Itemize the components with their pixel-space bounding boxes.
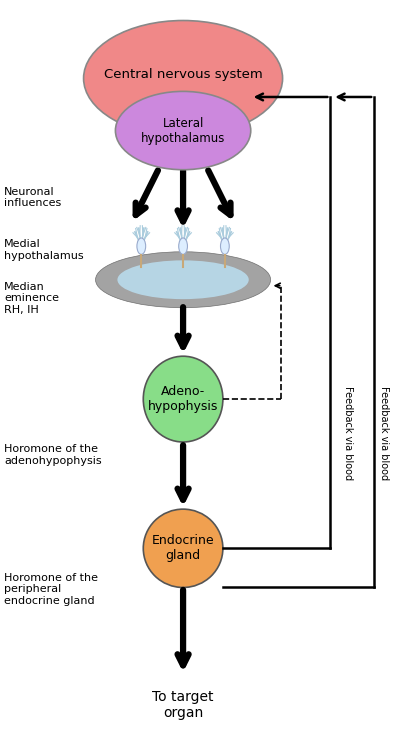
Ellipse shape [220, 238, 229, 254]
Ellipse shape [137, 238, 146, 254]
Ellipse shape [115, 92, 251, 170]
Text: Lateral
hypothalamus: Lateral hypothalamus [141, 116, 225, 145]
Ellipse shape [84, 21, 283, 136]
Text: Medial
hypothalamus: Medial hypothalamus [4, 239, 84, 260]
Text: Horomone of the
peripheral
endocrine gland: Horomone of the peripheral endocrine gla… [4, 573, 98, 606]
Text: Feedback via blood: Feedback via blood [343, 386, 353, 480]
Text: Central nervous system: Central nervous system [104, 68, 262, 81]
Ellipse shape [143, 509, 223, 588]
Text: To target
organ: To target organ [152, 690, 214, 720]
Text: Adeno-
hypophysis: Adeno- hypophysis [148, 385, 218, 413]
Text: Feedback via blood: Feedback via blood [379, 386, 389, 480]
Ellipse shape [96, 251, 271, 307]
Text: Neuronal
influences: Neuronal influences [4, 187, 61, 208]
Text: Median
eminence
RH, IH: Median eminence RH, IH [4, 282, 59, 315]
Ellipse shape [143, 356, 223, 442]
Text: Endocrine
gland: Endocrine gland [152, 534, 215, 562]
Ellipse shape [117, 260, 249, 299]
Ellipse shape [179, 238, 187, 254]
Text: Horomone of the
adenohypophysis: Horomone of the adenohypophysis [4, 445, 101, 466]
